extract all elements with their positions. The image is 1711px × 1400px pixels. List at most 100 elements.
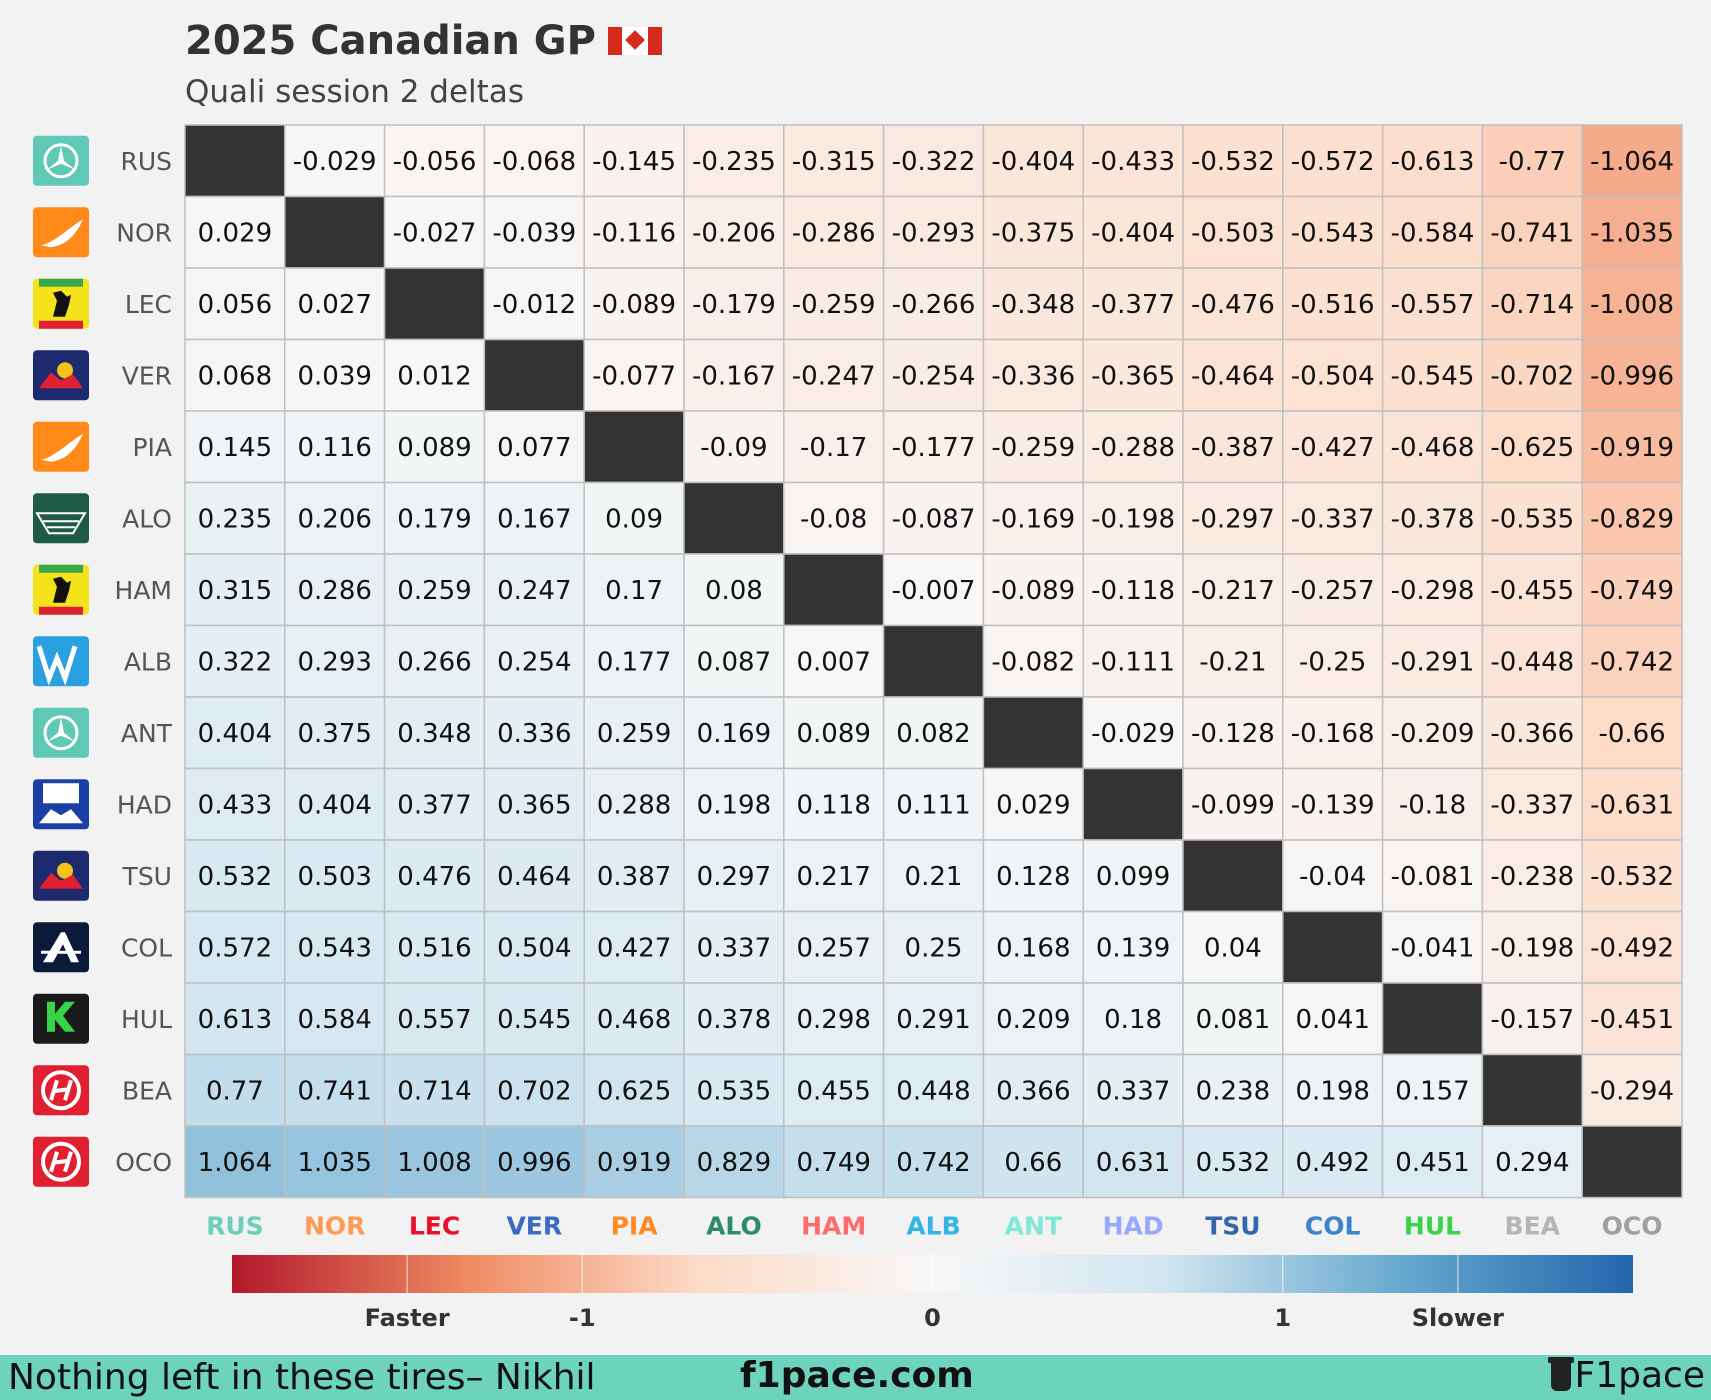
heatmap-cell [583, 696, 685, 770]
heatmap-cell-label: 0.056 [198, 290, 272, 320]
heatmap-cell-label: -0.128 [1191, 719, 1275, 749]
heatmap-cell-label: -0.217 [1191, 576, 1275, 606]
heatmap-cell [882, 553, 985, 627]
heatmap-cell-label: -0.532 [1191, 147, 1275, 177]
heatmap-cell [1581, 839, 1683, 913]
heatmap-cell [383, 195, 486, 269]
heatmap-cell [1381, 624, 1484, 698]
ferrari-logo-icon [33, 278, 89, 329]
heatmap-cell [1381, 481, 1484, 555]
heatmap-cell [1082, 624, 1184, 698]
heatmap-cell-label: 0.111 [896, 790, 970, 820]
heatmap-cell-label: 0.039 [297, 361, 371, 391]
heatmap-cell-label: 0.532 [1196, 1148, 1270, 1178]
heatmap-cell-label: -0.464 [1191, 361, 1275, 391]
heatmap-cell-label: 0.291 [896, 1005, 970, 1035]
heatmap-cell [383, 124, 486, 198]
heatmap-cell-label: -0.996 [1590, 361, 1674, 391]
heatmap-cell-label: 0.702 [497, 1076, 571, 1106]
williams-logo-icon [33, 636, 89, 687]
heatmap-diagonal-cell [982, 696, 1084, 770]
colorbar-tick-label: Faster [365, 1304, 450, 1332]
heatmap-cell-label: -0.503 [1191, 218, 1275, 248]
heatmap-cell-label: 0.17 [605, 576, 663, 606]
colorbar-tick-label: -1 [569, 1304, 596, 1332]
heatmap-diagonal-cell [284, 195, 386, 269]
heatmap-cell [1182, 553, 1284, 627]
heatmap-cell-label: 0.259 [597, 719, 671, 749]
column-label: BEA [1505, 1212, 1561, 1241]
heatmap-cell-label: -0.21 [1199, 647, 1266, 677]
heatmap-cell-label: -0.259 [991, 433, 1075, 463]
heatmap-cell-label: 0.293 [297, 647, 371, 677]
heatmap-cell-label: -0.829 [1590, 504, 1674, 534]
redbull-logo-icon [33, 350, 89, 401]
heatmap-cell-label: 0.298 [796, 1005, 870, 1035]
heatmap-cell [583, 195, 685, 269]
heatmap-cell [1481, 338, 1583, 412]
aston-martin-logo-icon [33, 493, 89, 544]
heatmap-cell [1282, 982, 1384, 1056]
heatmap-cell-label: -0.348 [991, 290, 1075, 320]
heatmap-cell-label: -0.404 [991, 147, 1075, 177]
heatmap-cell-label: 1.008 [397, 1148, 471, 1178]
heatmap-cell-label: -0.077 [592, 361, 676, 391]
heatmap-cell [383, 338, 486, 412]
row-label: TSU [122, 862, 172, 891]
heatmap-diagonal-cell [483, 338, 585, 412]
heatmap-cell [184, 1125, 286, 1199]
heatmap-cell-label: 0.041 [1295, 1005, 1369, 1035]
heatmap-cell-label: 0.613 [198, 1005, 272, 1035]
heatmap-cell-label: -0.455 [1490, 576, 1574, 606]
heatmap-cell-label: 0.099 [1096, 862, 1170, 892]
heatmap-cell-label: -0.257 [1291, 576, 1375, 606]
heatmap-cell [982, 410, 1084, 484]
heatmap-cell-label: 0.742 [896, 1148, 970, 1178]
column-label: PIA [611, 1212, 659, 1241]
heatmap-cell-label: 0.116 [297, 433, 371, 463]
heatmap-diagonal-cell [683, 481, 785, 555]
heatmap-cell-label: -1.035 [1590, 218, 1674, 248]
heatmap-cell [1581, 767, 1683, 841]
heatmap-cell [1581, 267, 1683, 341]
heatmap-cell-label: 0.087 [697, 647, 771, 677]
heatmap-cell-label: -0.168 [1291, 719, 1375, 749]
heatmap-cell [483, 982, 585, 1056]
footer-brand-text: F1pace [1574, 1355, 1705, 1396]
heatmap-cell [284, 910, 386, 984]
heatmap-cell-label: -0.919 [1590, 433, 1674, 463]
heatmap-cell-label: 0.451 [1395, 1148, 1469, 1178]
heatmap-cell [1581, 624, 1683, 698]
heatmap-cell [783, 338, 885, 412]
heatmap-cell-label: 0.294 [1495, 1148, 1569, 1178]
heatmap-cell [783, 767, 885, 841]
heatmap-cell-label: -0.029 [1091, 719, 1175, 749]
row-label: HAD [117, 790, 172, 819]
chart-subtitle: Quali session 2 deltas [185, 74, 524, 110]
heatmap-cell-label: 0.625 [597, 1076, 671, 1106]
heatmap-cell [1381, 1125, 1484, 1199]
heatmap-cell-label: -0.532 [1590, 862, 1674, 892]
heatmap-cell-label: 0.25 [905, 933, 963, 963]
heatmap-cell [1481, 910, 1583, 984]
column-label: RUS [206, 1212, 264, 1241]
column-label: COL [1305, 1212, 1361, 1241]
heatmap-cell [583, 553, 685, 627]
heatmap-cell [1381, 839, 1484, 913]
heatmap-cell [1381, 767, 1484, 841]
heatmap-cell-label: -0.238 [1490, 862, 1574, 892]
column-label: OCO [1602, 1212, 1663, 1241]
heatmap-cell [1481, 696, 1583, 770]
heatmap-cell [1481, 195, 1583, 269]
heatmap-cell [483, 839, 585, 913]
heatmap-cell [1581, 410, 1683, 484]
column-label: HAD [1103, 1212, 1164, 1241]
heatmap-cell-label: 0.21 [905, 862, 963, 892]
heatmap-cell-label: -0.492 [1590, 933, 1674, 963]
heatmap-cell [1381, 410, 1484, 484]
heatmap-cell [383, 696, 486, 770]
heatmap-cell [1082, 696, 1184, 770]
heatmap-cell-label: 0.198 [697, 790, 771, 820]
footer-website[interactable]: f1pace.com [740, 1355, 974, 1396]
heatmap-cell-label: -0.584 [1391, 218, 1475, 248]
